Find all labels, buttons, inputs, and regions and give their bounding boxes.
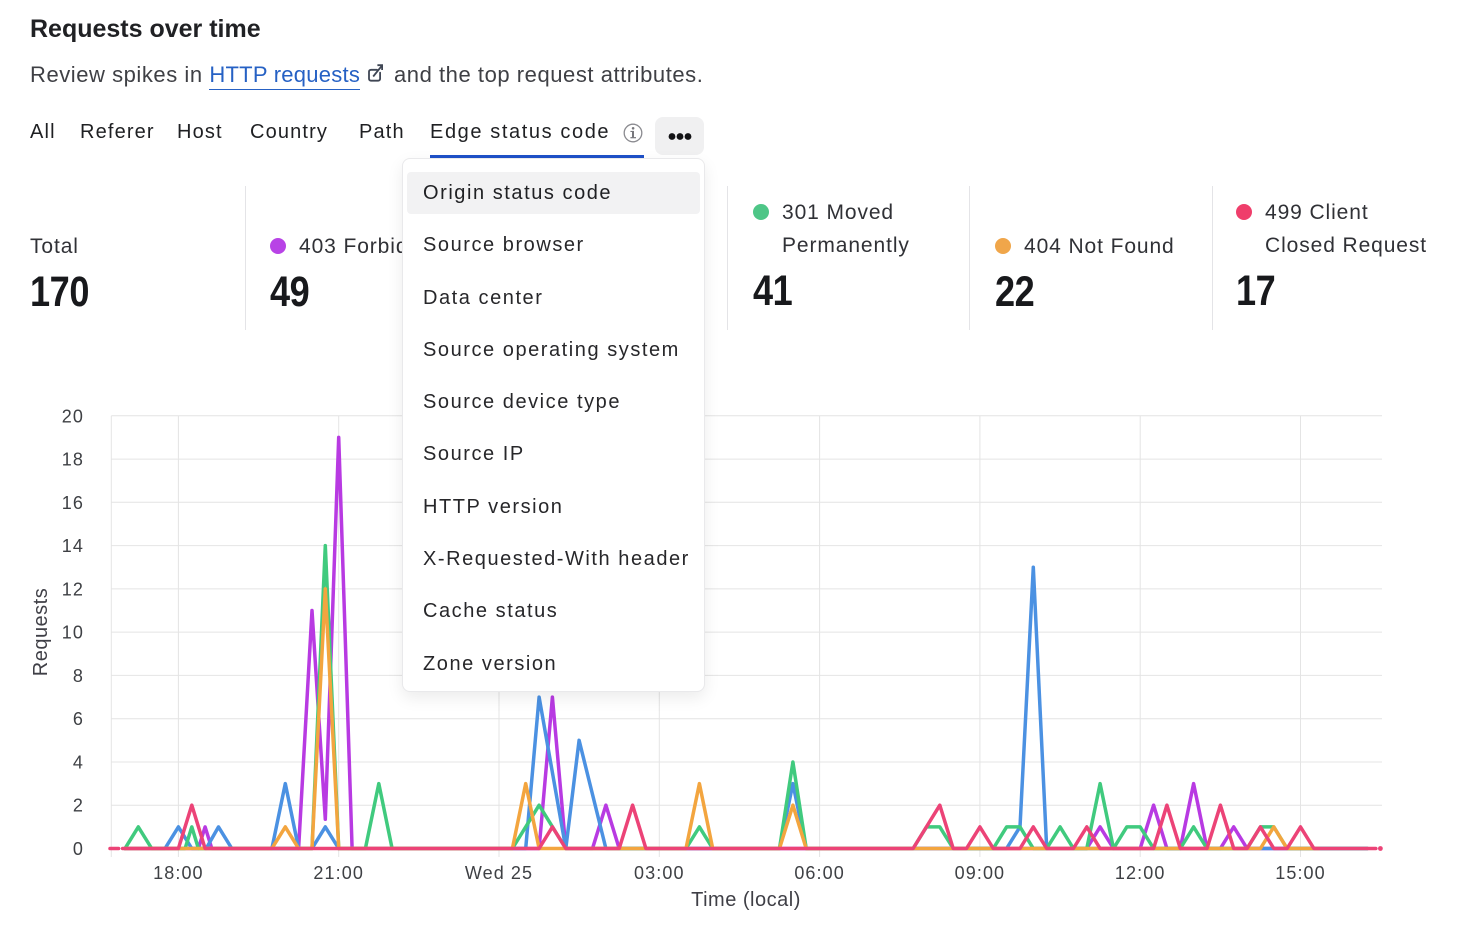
svg-text:18: 18 bbox=[62, 450, 84, 470]
svg-text:06:00: 06:00 bbox=[794, 863, 845, 883]
svg-text:Requests: Requests bbox=[30, 588, 52, 677]
svg-text:12: 12 bbox=[62, 579, 84, 599]
svg-text:10: 10 bbox=[62, 623, 84, 643]
svg-text:2: 2 bbox=[73, 796, 84, 816]
svg-text:12:00: 12:00 bbox=[1115, 863, 1166, 883]
svg-text:0: 0 bbox=[73, 839, 84, 859]
svg-text:21:00: 21:00 bbox=[313, 863, 364, 883]
svg-text:20: 20 bbox=[62, 406, 84, 426]
svg-text:14: 14 bbox=[62, 536, 84, 556]
svg-text:6: 6 bbox=[73, 709, 84, 729]
svg-text:18:00: 18:00 bbox=[153, 863, 204, 883]
svg-text:Time (local): Time (local) bbox=[691, 889, 801, 911]
svg-text:Wed 25: Wed 25 bbox=[465, 863, 533, 883]
svg-text:09:00: 09:00 bbox=[955, 863, 1006, 883]
svg-text:03:00: 03:00 bbox=[634, 863, 685, 883]
svg-text:15:00: 15:00 bbox=[1275, 863, 1326, 883]
svg-text:8: 8 bbox=[73, 666, 84, 686]
svg-text:16: 16 bbox=[62, 493, 84, 513]
svg-text:4: 4 bbox=[73, 753, 84, 773]
